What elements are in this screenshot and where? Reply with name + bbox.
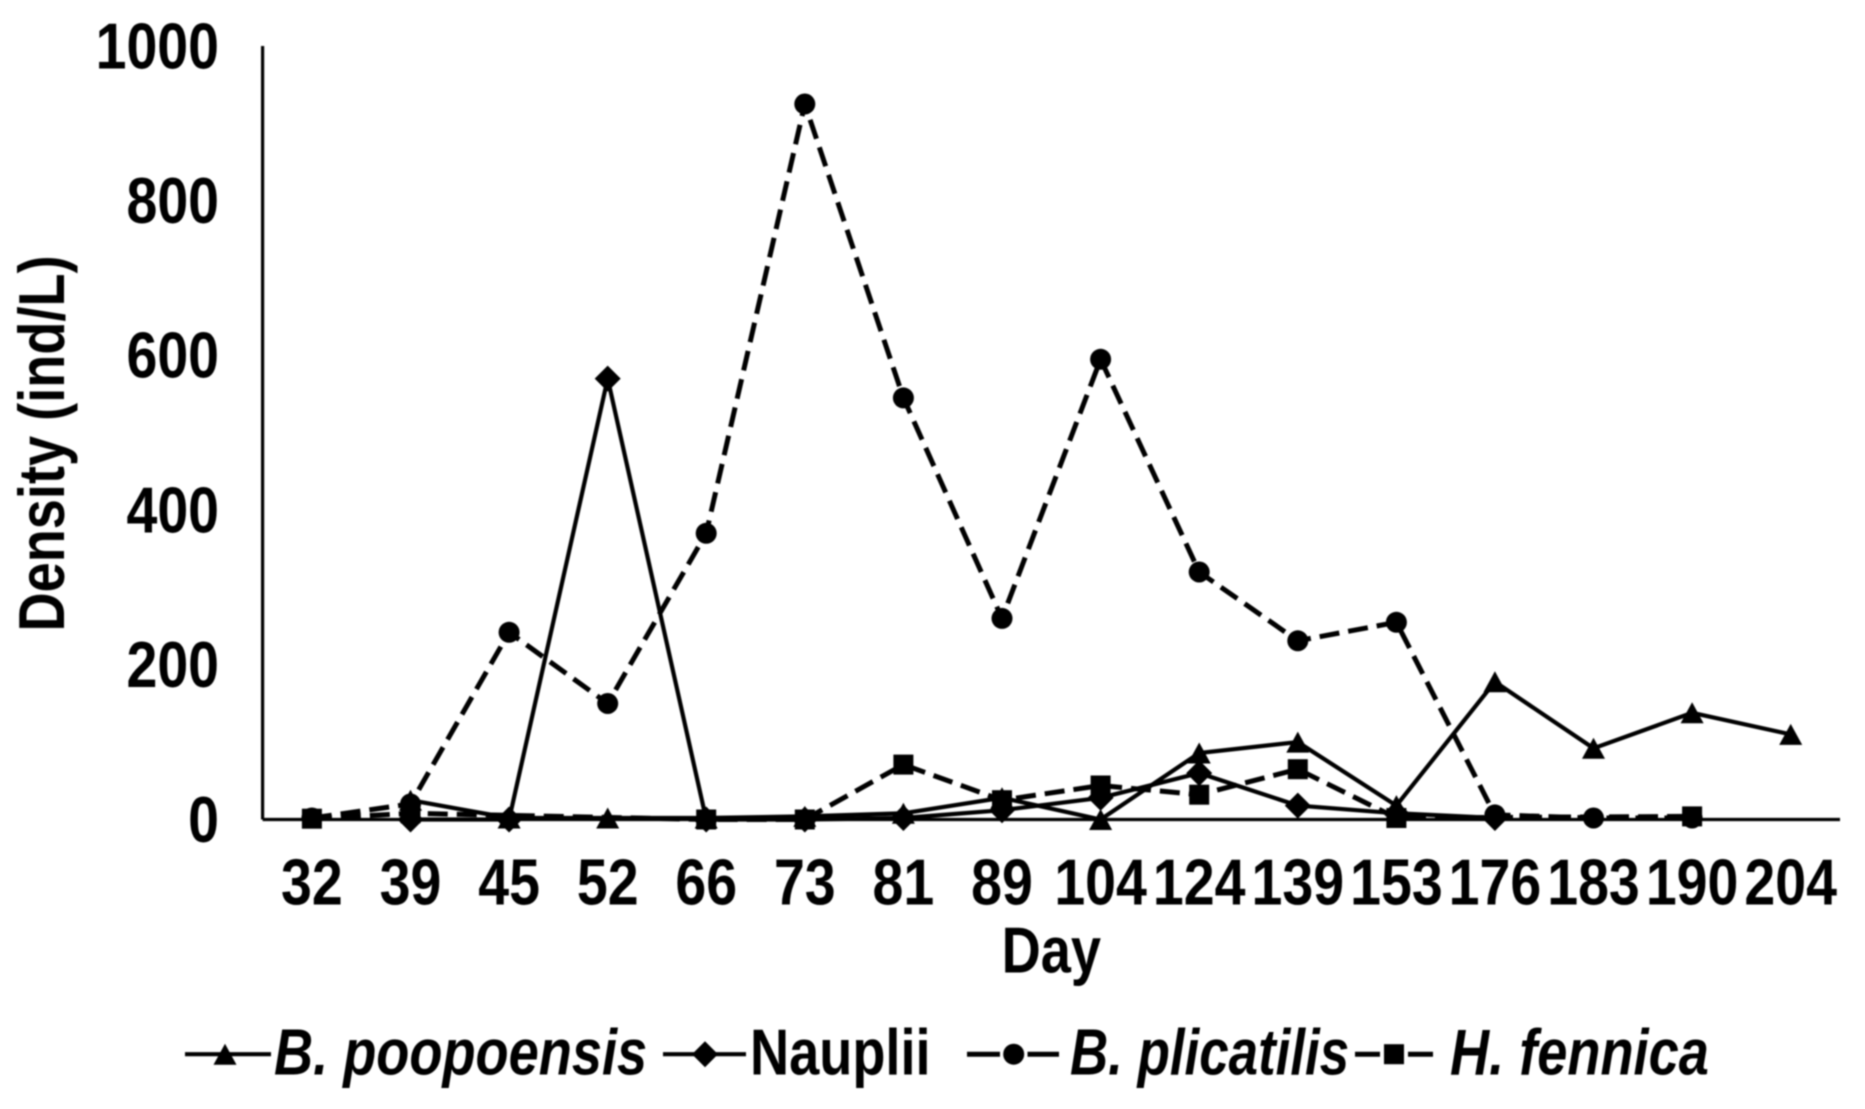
svg-text:153: 153	[1350, 847, 1443, 919]
svg-text:124: 124	[1153, 847, 1246, 919]
svg-text:81: 81	[873, 847, 935, 919]
svg-text:104: 104	[1054, 847, 1147, 919]
svg-text:183: 183	[1547, 847, 1640, 919]
svg-text:39: 39	[380, 847, 442, 919]
svg-text:Density (ind/L): Density (ind/L)	[6, 255, 79, 631]
svg-text:1000: 1000	[96, 10, 219, 82]
svg-text:176: 176	[1449, 847, 1542, 919]
svg-text:400: 400	[126, 474, 219, 546]
svg-text:190: 190	[1646, 847, 1739, 919]
svg-text:200: 200	[126, 629, 219, 701]
svg-text:32: 32	[281, 847, 343, 919]
svg-text:66: 66	[675, 847, 737, 919]
svg-text:600: 600	[126, 320, 219, 392]
svg-text:H. fennica: H. fennica	[1450, 1016, 1709, 1089]
svg-text:139: 139	[1252, 847, 1345, 919]
svg-text:B. poopoensis: B. poopoensis	[274, 1016, 647, 1089]
svg-text:52: 52	[577, 847, 639, 919]
svg-text:800: 800	[126, 165, 219, 237]
svg-text:45: 45	[478, 847, 540, 919]
svg-text:B. plicatilis: B. plicatilis	[1070, 1018, 1349, 1089]
svg-text:73: 73	[774, 847, 836, 919]
svg-text:89: 89	[971, 847, 1033, 919]
svg-text:204: 204	[1744, 847, 1837, 919]
svg-text:Nauplii: Nauplii	[750, 1016, 931, 1089]
svg-text:Day: Day	[1002, 914, 1101, 987]
svg-text:0: 0	[188, 784, 219, 856]
